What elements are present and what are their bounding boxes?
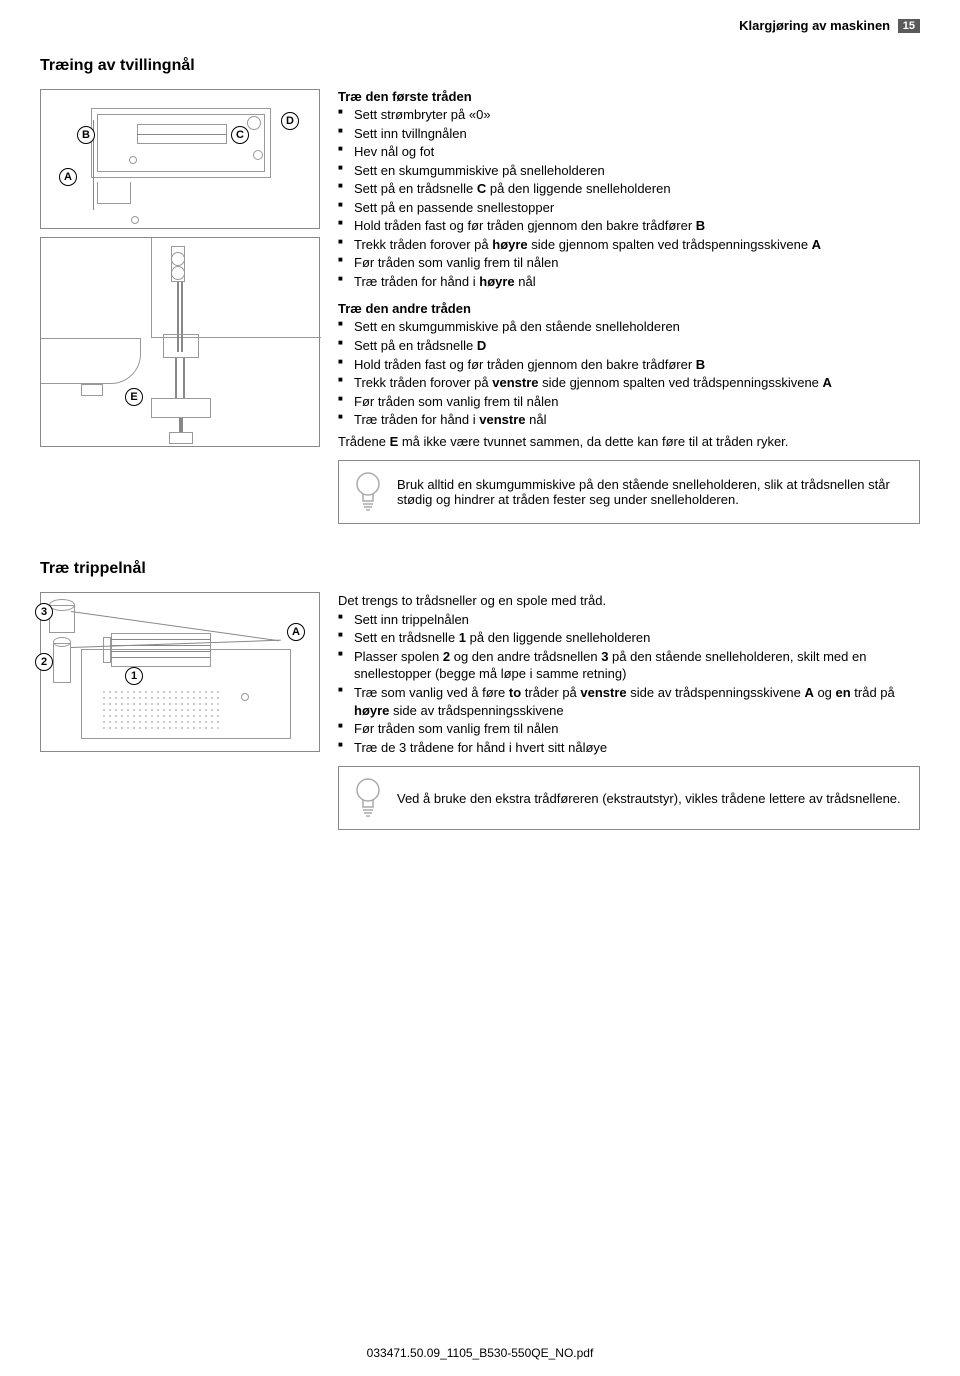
label-e: E bbox=[125, 388, 143, 406]
diagram-machine-needle: E bbox=[40, 237, 320, 447]
list-item: Trekk tråden forover på venstre side gje… bbox=[338, 374, 920, 392]
section2-list: Sett inn trippelnålenSett en trådsnelle … bbox=[338, 611, 920, 756]
list-item: Sett inn trippelnålen bbox=[338, 611, 920, 629]
lightbulb-icon bbox=[353, 777, 383, 819]
section2-intro: Det trengs to trådsneller og en spole me… bbox=[338, 592, 920, 610]
label-b: B bbox=[77, 126, 95, 144]
diagram-column-1: B C D A E bbox=[40, 89, 320, 524]
page-header: Klargjøring av maskinen 15 bbox=[40, 18, 920, 33]
list-item: Træ tråden for hånd i høyre nål bbox=[338, 273, 920, 291]
diagram-spool-holder: 3 2 1 A bbox=[40, 592, 320, 752]
tip1-text: Bruk alltid en skumgummiskive på den stå… bbox=[397, 477, 905, 507]
list-item: Sett strømbryter på «0» bbox=[338, 106, 920, 124]
label-a: A bbox=[59, 168, 77, 186]
text-column-2: Det trengs to trådsneller og en spole me… bbox=[338, 592, 920, 830]
list-item: Træ som vanlig ved å føre to tråder på v… bbox=[338, 684, 920, 719]
list-item: Hev nål og fot bbox=[338, 143, 920, 161]
list-item: Før tråden som vanlig frem til nålen bbox=[338, 393, 920, 411]
list-item: Hold tråden fast og før tråden gjennom d… bbox=[338, 217, 920, 235]
block1-title: Træ den første tråden bbox=[338, 89, 920, 104]
list-item: Før tråden som vanlig frem til nålen bbox=[338, 720, 920, 738]
list-item: Sett på en trådsnelle C på den liggende … bbox=[338, 180, 920, 198]
list-item: Sett inn tvillngnålen bbox=[338, 125, 920, 143]
block2-trailer: Trådene E må ikke være tvunnet sammen, d… bbox=[338, 433, 920, 451]
footer-filename: 033471.50.09_1105_B530-550QE_NO.pdf bbox=[0, 1346, 960, 1360]
tip2-text: Ved å bruke den ekstra trådføreren (ekst… bbox=[397, 791, 901, 806]
label-2: 2 bbox=[35, 653, 53, 671]
page-number: 15 bbox=[898, 19, 920, 33]
block1-list: Sett strømbryter på «0»Sett inn tvillngn… bbox=[338, 106, 920, 290]
label-c: C bbox=[231, 126, 249, 144]
diagram-machine-top: B C D A bbox=[40, 89, 320, 229]
tip-box-1: Bruk alltid en skumgummiskive på den stå… bbox=[338, 460, 920, 524]
text-column-1: Træ den første tråden Sett strømbryter p… bbox=[338, 89, 920, 524]
list-item: Sett på en trådsnelle D bbox=[338, 337, 920, 355]
list-item: Træ tråden for hånd i venstre nål bbox=[338, 411, 920, 429]
section2-title: Træ trippelnål bbox=[40, 560, 920, 578]
list-item: Trekk tråden forover på høyre side gjenn… bbox=[338, 236, 920, 254]
label-a2: A bbox=[287, 623, 305, 641]
list-item: Sett på en passende snellestopper bbox=[338, 199, 920, 217]
block2-list: Sett en skumgummiskive på den stående sn… bbox=[338, 318, 920, 428]
tip-box-2: Ved å bruke den ekstra trådføreren (ekst… bbox=[338, 766, 920, 830]
section-triple-needle: Træ trippelnål bbox=[40, 560, 920, 830]
list-item: Træ de 3 trådene for hånd i hvert sitt n… bbox=[338, 739, 920, 757]
section-twin-needle: Træing av tvillingnål B C D A bbox=[40, 57, 920, 524]
list-item: Før tråden som vanlig frem til nålen bbox=[338, 254, 920, 272]
list-item: Sett en trådsnelle 1 på den liggende sne… bbox=[338, 629, 920, 647]
list-item: Hold tråden fast og før tråden gjennom d… bbox=[338, 356, 920, 374]
list-item: Sett en skumgummiskive på den stående sn… bbox=[338, 318, 920, 336]
section1-title: Træing av tvillingnål bbox=[40, 57, 920, 75]
list-item: Plasser spolen 2 og den andre trådsnelle… bbox=[338, 648, 920, 683]
header-title: Klargjøring av maskinen bbox=[739, 18, 890, 33]
diagram-column-2: 3 2 1 A bbox=[40, 592, 320, 830]
label-d: D bbox=[281, 112, 299, 130]
block2-title: Træ den andre tråden bbox=[338, 301, 920, 316]
lightbulb-icon bbox=[353, 471, 383, 513]
list-item: Sett en skumgummiskive på snelleholderen bbox=[338, 162, 920, 180]
